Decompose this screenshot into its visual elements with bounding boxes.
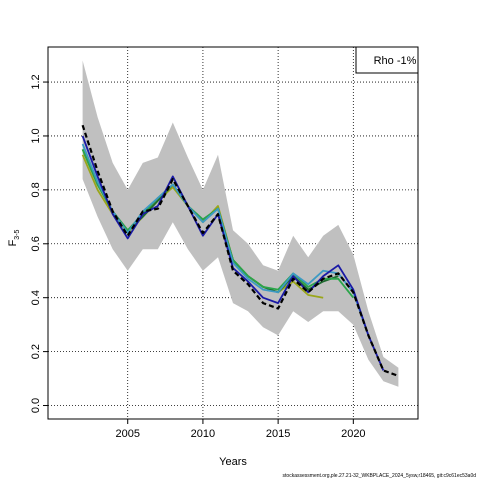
y-tick-label-group-1: 0.2 [30,344,42,359]
legend-box [355,46,419,74]
y-tick-label-group-6: 1.2 [30,74,42,89]
svg-text:F3-5: F3-5 [7,229,21,246]
y-tick-label-0: 0.0 [30,398,42,413]
series-lines [81,124,399,377]
x-axis: 2005 2010 2015 2020 [115,419,366,440]
y-axis-title-sub: 3-5 [14,229,21,239]
y-tick-label-1: 0.2 [30,344,42,359]
y-axis-title-main: F [7,239,19,246]
series-line-2 [81,143,370,336]
plot-frame [47,46,419,420]
legend-label: Rho -1% [374,55,417,67]
y-tick-label-2: 0.4 [30,290,42,305]
x-tick-label-3: 2020 [341,428,365,440]
x-tick-label-0: 2005 [115,428,139,440]
source-caption: stockassessment.org,ple.27.21-32_WKBPLAC… [283,473,477,479]
x-axis-title: Years [219,456,247,468]
x-tick-label-2: 2015 [266,428,290,440]
x-tick-label-1: 2010 [191,428,215,440]
confidence-band [82,60,399,387]
y-tick-label-6: 1.2 [30,74,42,89]
y-tick-label-group-2: 0.4 [30,290,42,305]
y-tick-label-group-3: 0.6 [30,236,42,251]
y-axis-title: F3-5 [7,229,21,246]
y-axis: 0.0 0.2 0.4 0.6 0.8 1.0 1.2 [30,74,48,413]
y-tick-label-group-5: 1.0 [30,128,42,143]
y-tick-label-3: 0.6 [30,236,42,251]
y-tick-label-group-0: 0.0 [30,398,42,413]
y-tick-label-5: 1.0 [30,128,42,143]
y-tick-label-4: 0.8 [30,182,42,197]
y-tick-label-group-4: 0.8 [30,182,42,197]
legend: Rho -1% [355,46,419,74]
